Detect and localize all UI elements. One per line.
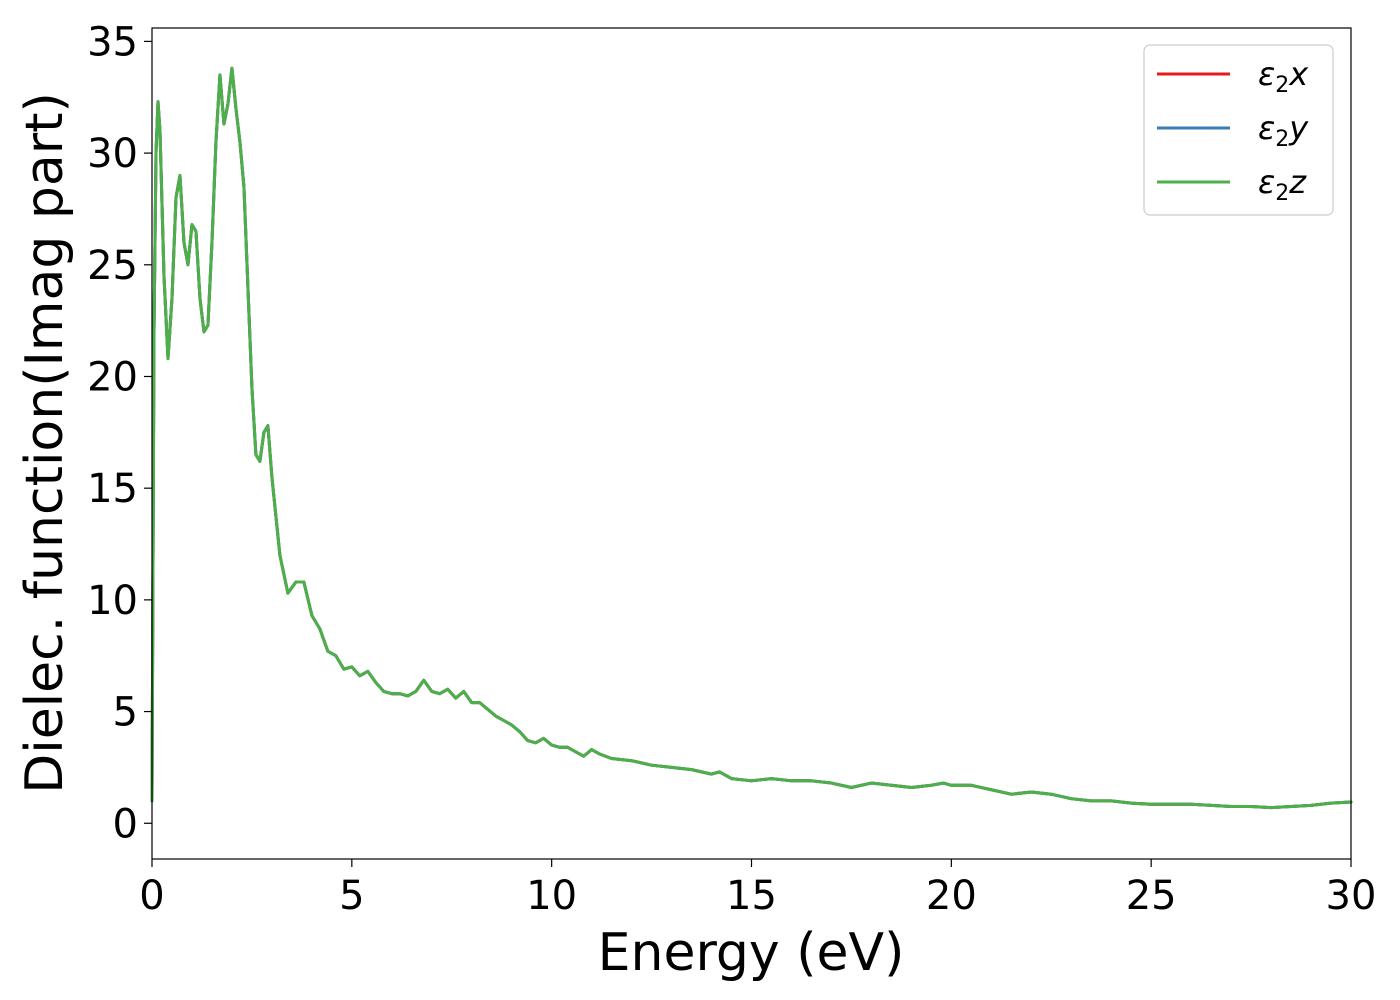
y-tick-label: 25	[87, 243, 138, 289]
y-axis-label: Dielec. function(Imag part)	[15, 92, 75, 794]
y-tick-label: 0	[113, 801, 138, 847]
y-tick-label: 15	[87, 466, 138, 512]
x-tick-label: 25	[1126, 873, 1177, 919]
x-axis: 0 5 10 15 20 25 30	[139, 859, 1376, 919]
series-line-z	[150, 66, 1353, 810]
legend-label-z: ε2z	[1258, 163, 1307, 206]
y-tick-label: 20	[87, 354, 138, 400]
x-tick-label: 0	[139, 873, 164, 919]
x-tick-label: 15	[726, 873, 777, 919]
y-tick-label: 10	[87, 578, 138, 624]
y-tick-label: 30	[87, 131, 138, 177]
plot-lines	[150, 66, 1353, 810]
legend: ε2x ε2y ε2z	[1143, 44, 1334, 216]
y-tick-label: 35	[87, 19, 138, 65]
x-tick-label: 10	[526, 873, 577, 919]
legend-box	[1143, 44, 1334, 216]
y-axis: 0 5 10 15 20 25 30 35	[87, 19, 152, 847]
x-tick-label: 5	[339, 873, 364, 919]
legend-label-y: ε2y	[1258, 109, 1309, 152]
x-tick-label: 30	[1326, 873, 1377, 919]
x-axis-label: Energy (eV)	[598, 923, 905, 983]
y-tick-label: 5	[113, 690, 138, 736]
legend-label-x: ε2x	[1258, 55, 1309, 98]
x-tick-label: 20	[926, 873, 977, 919]
